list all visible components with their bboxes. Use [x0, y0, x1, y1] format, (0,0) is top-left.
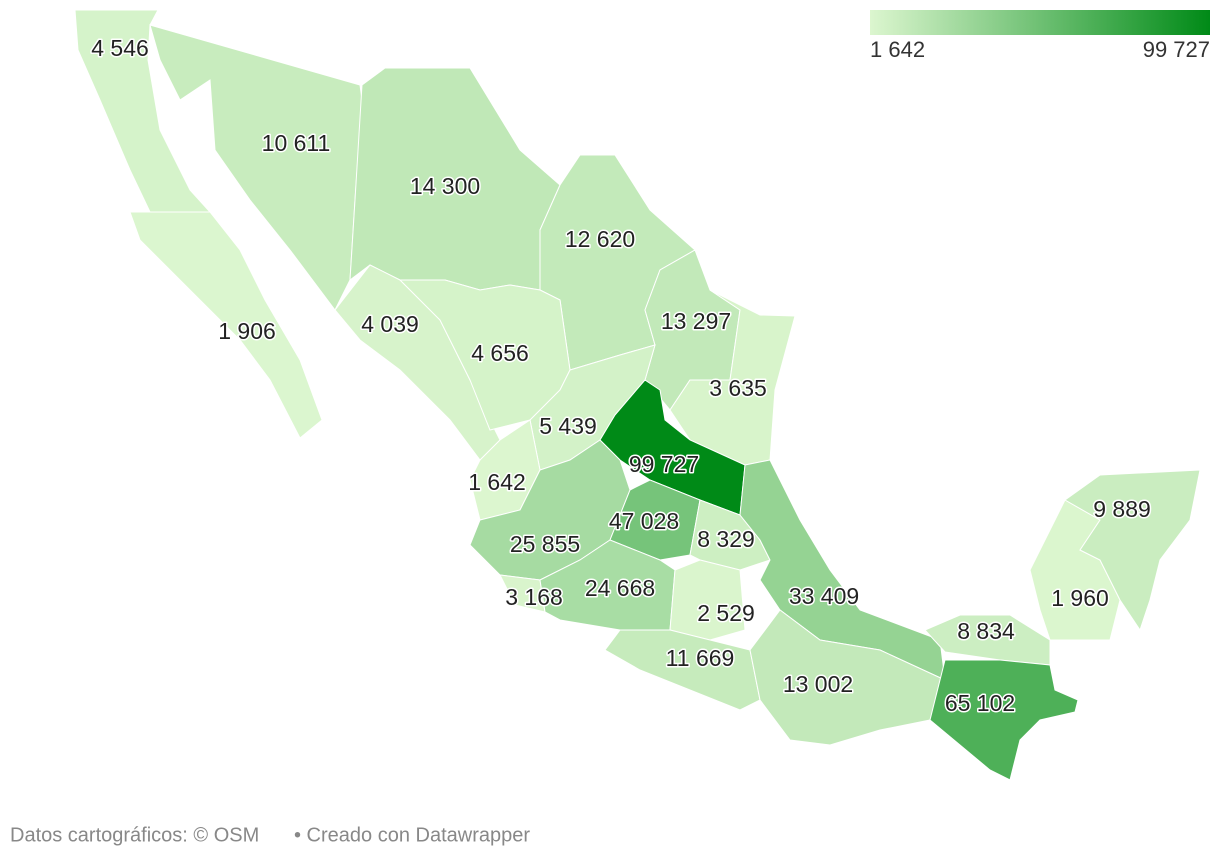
region-label: 33 409 [789, 583, 859, 609]
region-label: 25 855 [510, 531, 580, 557]
region-label: 10 611 [262, 130, 331, 156]
footer-credit: • Creado con Datawrapper [294, 824, 530, 846]
region-label: 1 906 [218, 318, 276, 344]
region-label: 8 834 [957, 618, 1015, 644]
region-label: 24 668 [585, 575, 655, 601]
region-label: 9 889 [1093, 496, 1151, 522]
region-label: 14 300 [410, 173, 480, 199]
region-label: 4 546 [91, 35, 149, 61]
region-label: 3 168 [505, 584, 563, 610]
region [1064, 469, 1201, 632]
region-label: 3 635 [709, 375, 767, 401]
legend-max: 99 727 [1143, 37, 1210, 62]
region [929, 659, 1079, 781]
region-label: 11 669 [666, 645, 735, 671]
region [74, 9, 212, 213]
region-label: 13 002 [783, 671, 853, 697]
legend-min: 1 642 [870, 37, 925, 62]
region-label: 4 039 [361, 311, 419, 337]
region-label: 99 727 [629, 451, 699, 477]
footer-source: Datos cartográficos: © OSM [10, 824, 259, 846]
region-label: 4 656 [471, 340, 529, 366]
legend-gradient [870, 10, 1210, 35]
region-label: 2 529 [697, 600, 755, 626]
region-label: 47 028 [609, 508, 679, 534]
region [129, 211, 323, 439]
region-label: 5 439 [539, 413, 597, 439]
region-label: 12 620 [565, 226, 635, 252]
region-labels: 4 546 1 906 10 611 14 300 12 620 13 297 3 635 4… [90, 34, 1153, 718]
region-label: 1 642 [468, 469, 526, 495]
region-label: 1 960 [1051, 585, 1109, 611]
regions [74, 9, 1201, 781]
region-label: 65 102 [945, 690, 1015, 716]
region [924, 614, 1051, 666]
region-label: 13 297 [661, 308, 731, 334]
region-label: 8 329 [697, 526, 755, 552]
